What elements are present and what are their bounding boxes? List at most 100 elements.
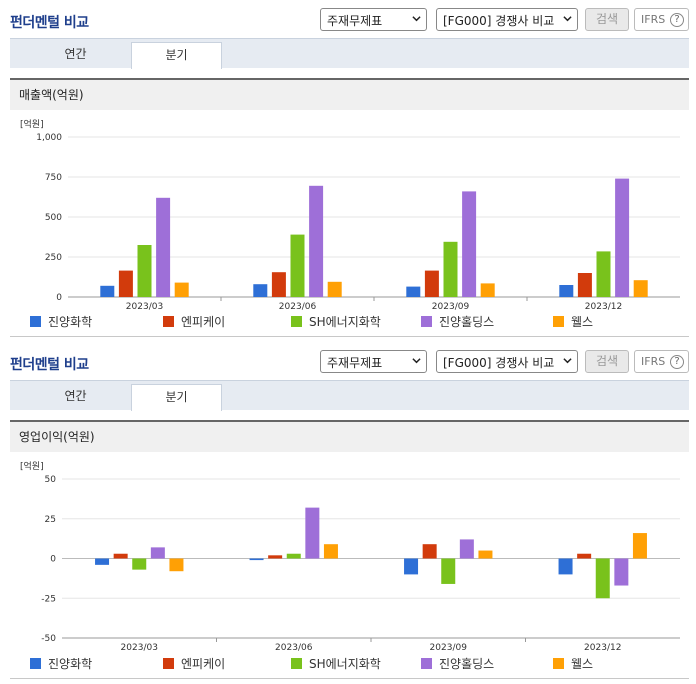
bar[interactable] bbox=[596, 251, 611, 297]
chevron-down-icon bbox=[563, 358, 572, 364]
y-tick-label: 0 bbox=[50, 555, 56, 565]
legend-label: 진양홀딩스 bbox=[439, 657, 495, 671]
bar[interactable] bbox=[632, 533, 647, 559]
legend-item[interactable]: 엔피케이 bbox=[163, 655, 225, 672]
bar[interactable] bbox=[286, 553, 301, 559]
chevron-down-icon bbox=[412, 16, 421, 22]
help-icon: ? bbox=[670, 13, 684, 27]
search-button[interactable]: 검색 bbox=[585, 350, 629, 373]
bar[interactable] bbox=[253, 284, 268, 297]
bar[interactable] bbox=[137, 245, 152, 297]
bar[interactable] bbox=[150, 547, 165, 559]
legend-swatch bbox=[421, 316, 432, 327]
legend-item[interactable]: 진양홀딩스 bbox=[421, 655, 494, 672]
bar[interactable] bbox=[558, 558, 573, 575]
bar[interactable] bbox=[169, 558, 184, 572]
ifrs-label: IFRS bbox=[641, 13, 666, 26]
bar[interactable] bbox=[478, 550, 493, 559]
legend-item[interactable]: 진양홀딩스 bbox=[421, 313, 494, 330]
bar[interactable] bbox=[271, 272, 286, 297]
tab-annual[interactable]: 연간 bbox=[64, 389, 87, 403]
x-tick-label: 2023/12 bbox=[584, 643, 621, 653]
ifrs-help-button[interactable]: IFRS ? bbox=[634, 350, 689, 373]
bar[interactable] bbox=[327, 281, 342, 297]
legend-swatch bbox=[553, 316, 564, 327]
legend-item[interactable]: SH에너지화학 bbox=[291, 313, 381, 330]
legend-item[interactable]: 웰스 bbox=[553, 655, 593, 672]
bar[interactable] bbox=[268, 555, 283, 559]
bar[interactable] bbox=[462, 191, 477, 297]
period-tabs: 연간 분기 bbox=[10, 38, 689, 69]
legend-label: 웰스 bbox=[571, 315, 594, 329]
y-unit-label: [억원] bbox=[20, 462, 44, 472]
legend-label: 엔피케이 bbox=[181, 657, 226, 671]
panel-header: 펀더멘털 비교 주재무제표 [FG000] 경쟁사 비교 검색 IFRS ? bbox=[0, 342, 696, 380]
peer-select[interactable]: [FG000] 경쟁사 비교 bbox=[436, 350, 578, 373]
page-title: 펀더멘털 비교 bbox=[10, 357, 89, 373]
bar[interactable] bbox=[100, 285, 115, 297]
bar[interactable] bbox=[480, 283, 495, 297]
fundamental-panel-operating-profit: 펀더멘털 비교 주재무제표 [FG000] 경쟁사 비교 검색 IFRS ? 연… bbox=[0, 342, 696, 684]
statement-select[interactable]: 주재무제표 bbox=[320, 8, 427, 31]
bar[interactable] bbox=[633, 280, 648, 297]
tab-quarterly[interactable]: 분기 bbox=[131, 42, 222, 69]
peer-select-value: [FG000] 경쟁사 비교 bbox=[443, 356, 555, 370]
y-unit-label: [억원] bbox=[20, 120, 44, 130]
legend-item[interactable]: 웰스 bbox=[553, 313, 593, 330]
legend-item[interactable]: 진양화학 bbox=[30, 655, 92, 672]
bar[interactable] bbox=[614, 558, 629, 586]
legend-label: 진양화학 bbox=[48, 315, 93, 329]
legend-item[interactable]: 진양화학 bbox=[30, 313, 92, 330]
bar[interactable] bbox=[249, 558, 264, 561]
bar[interactable] bbox=[156, 197, 171, 297]
bar[interactable] bbox=[406, 286, 421, 297]
legend-swatch bbox=[163, 316, 174, 327]
legend-swatch bbox=[30, 316, 41, 327]
bar[interactable] bbox=[459, 539, 474, 559]
bar[interactable] bbox=[559, 285, 574, 297]
bar[interactable] bbox=[118, 270, 133, 297]
bar[interactable] bbox=[95, 558, 110, 565]
legend-label: 엔피케이 bbox=[181, 315, 226, 329]
bar[interactable] bbox=[443, 241, 458, 297]
bar[interactable] bbox=[404, 558, 419, 575]
chart-title: 영업이익(억원) bbox=[10, 420, 689, 452]
legend-item[interactable]: 엔피케이 bbox=[163, 313, 225, 330]
bar[interactable] bbox=[577, 553, 592, 559]
tab-quarterly[interactable]: 분기 bbox=[131, 384, 222, 411]
bar[interactable] bbox=[424, 270, 439, 297]
bar[interactable] bbox=[577, 273, 592, 297]
bar[interactable] bbox=[441, 558, 456, 584]
x-tick-label: 2023/03 bbox=[121, 643, 158, 653]
ifrs-help-button[interactable]: IFRS ? bbox=[634, 8, 689, 31]
legend-swatch bbox=[163, 658, 174, 669]
bar[interactable] bbox=[132, 558, 147, 570]
legend-item[interactable]: SH에너지화학 bbox=[291, 655, 381, 672]
legend-label: SH에너지화학 bbox=[309, 657, 381, 671]
legend-swatch bbox=[30, 658, 41, 669]
bar[interactable] bbox=[290, 234, 305, 297]
search-button[interactable]: 검색 bbox=[585, 8, 629, 31]
bar[interactable] bbox=[305, 507, 320, 559]
fundamental-panel-revenue: 펀더멘털 비교 주재무제표 [FG000] 경쟁사 비교 검색 IFRS ? 연… bbox=[10, 8, 689, 337]
y-tick-label: -25 bbox=[41, 594, 56, 604]
bar[interactable] bbox=[615, 178, 630, 297]
y-tick-label: 250 bbox=[45, 253, 62, 263]
bar[interactable] bbox=[422, 544, 437, 559]
legend-swatch bbox=[421, 658, 432, 669]
page-title: 펀더멘털 비교 bbox=[10, 15, 89, 31]
bar[interactable] bbox=[174, 282, 189, 297]
statement-select-value: 주재무제표 bbox=[327, 14, 383, 28]
tab-annual[interactable]: 연간 bbox=[64, 47, 87, 61]
statement-select[interactable]: 주재무제표 bbox=[320, 350, 427, 373]
peer-select[interactable]: [FG000] 경쟁사 비교 bbox=[436, 8, 578, 31]
y-tick-label: -50 bbox=[41, 634, 56, 644]
y-tick-label: 50 bbox=[45, 475, 57, 485]
bar[interactable] bbox=[323, 544, 338, 559]
period-tabs: 연간 분기 bbox=[10, 380, 689, 411]
legend-label: 진양화학 bbox=[48, 657, 93, 671]
chevron-down-icon bbox=[412, 358, 421, 364]
bar[interactable] bbox=[113, 553, 128, 559]
bar[interactable] bbox=[595, 558, 610, 599]
bar[interactable] bbox=[309, 185, 324, 297]
